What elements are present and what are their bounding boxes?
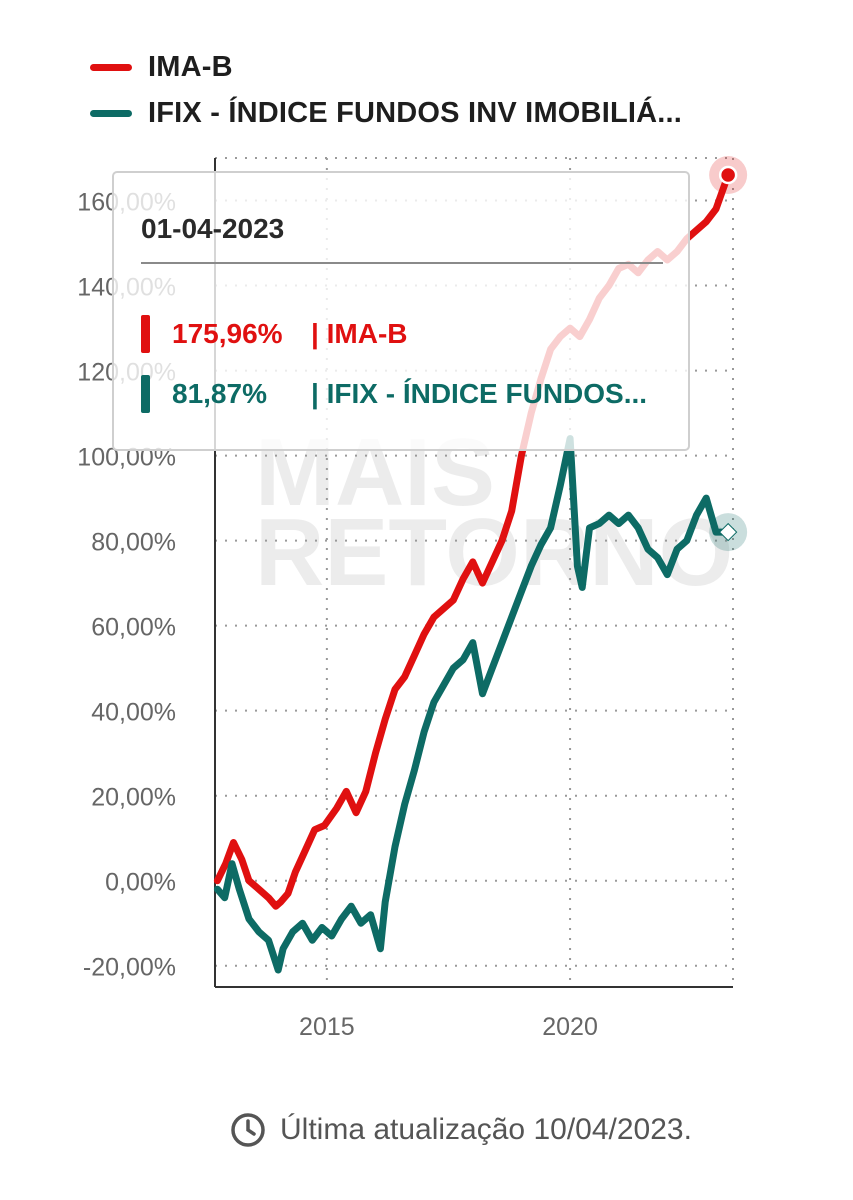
tooltip-swatch-ima-b (141, 315, 150, 353)
x-tick-label: 2015 (299, 1013, 355, 1041)
tooltip-name-ifix: | IFIX - ÍNDICE FUNDOS... (311, 378, 648, 409)
y-tick-label: 40,00% (91, 699, 176, 727)
clock-icon (231, 1113, 265, 1147)
y-tick-label: -20,00% (83, 954, 176, 982)
tooltip-separator (141, 262, 663, 264)
legend-swatch-ifix (90, 109, 132, 117)
tooltip-row-ima-b: 175,96% | IMA-B (141, 314, 407, 354)
hover-point-0[interactable] (718, 165, 738, 185)
tooltip-date: 01-04-2023 (141, 213, 285, 244)
tooltip-swatch-ifix (141, 375, 150, 413)
chart-legend: IMA-B IFIX - ÍNDICE FUNDOS INV IMOBILIÁ.… (90, 44, 682, 136)
y-tick-label: 20,00% (91, 784, 176, 812)
tooltip-value-ifix: 81,87% (172, 378, 267, 409)
series-line-1 (213, 435, 732, 974)
legend-label-ifix: IFIX - ÍNDICE FUNDOS INV IMOBILIÁ... (148, 96, 683, 129)
tooltip-value-ima-b: 175,96% (172, 318, 283, 349)
y-tick-label: 60,00% (91, 614, 176, 642)
x-axis-ticks: 2015 2020 (299, 1013, 598, 1041)
tooltip-name-ima-b: | IMA-B (311, 318, 408, 349)
y-tick-label: 80,00% (91, 529, 176, 557)
legend-swatch-ima-b (90, 63, 132, 71)
last-update-text: Última atualização 10/04/2023. (280, 1113, 692, 1146)
legend-item-ima-b[interactable]: IMA-B (90, 44, 682, 90)
legend-item-ifix[interactable]: IFIX - ÍNDICE FUNDOS INV IMOBILIÁ... (90, 90, 682, 136)
legend-label-ima-b: IMA-B (148, 50, 233, 83)
chart-tooltip: 01-04-2023 175,96% | IMA-B 81,87% | IFIX… (112, 171, 690, 451)
x-tick-label: 2020 (542, 1013, 598, 1041)
hover-point-1[interactable] (718, 522, 738, 542)
y-tick-label: 0,00% (105, 869, 176, 897)
last-update: Última atualização 10/04/2023. (230, 1112, 692, 1148)
hover-markers[interactable] (709, 156, 748, 552)
tooltip-row-ifix: 81,87% | IFIX - ÍNDICE FUNDOS... (141, 374, 647, 414)
